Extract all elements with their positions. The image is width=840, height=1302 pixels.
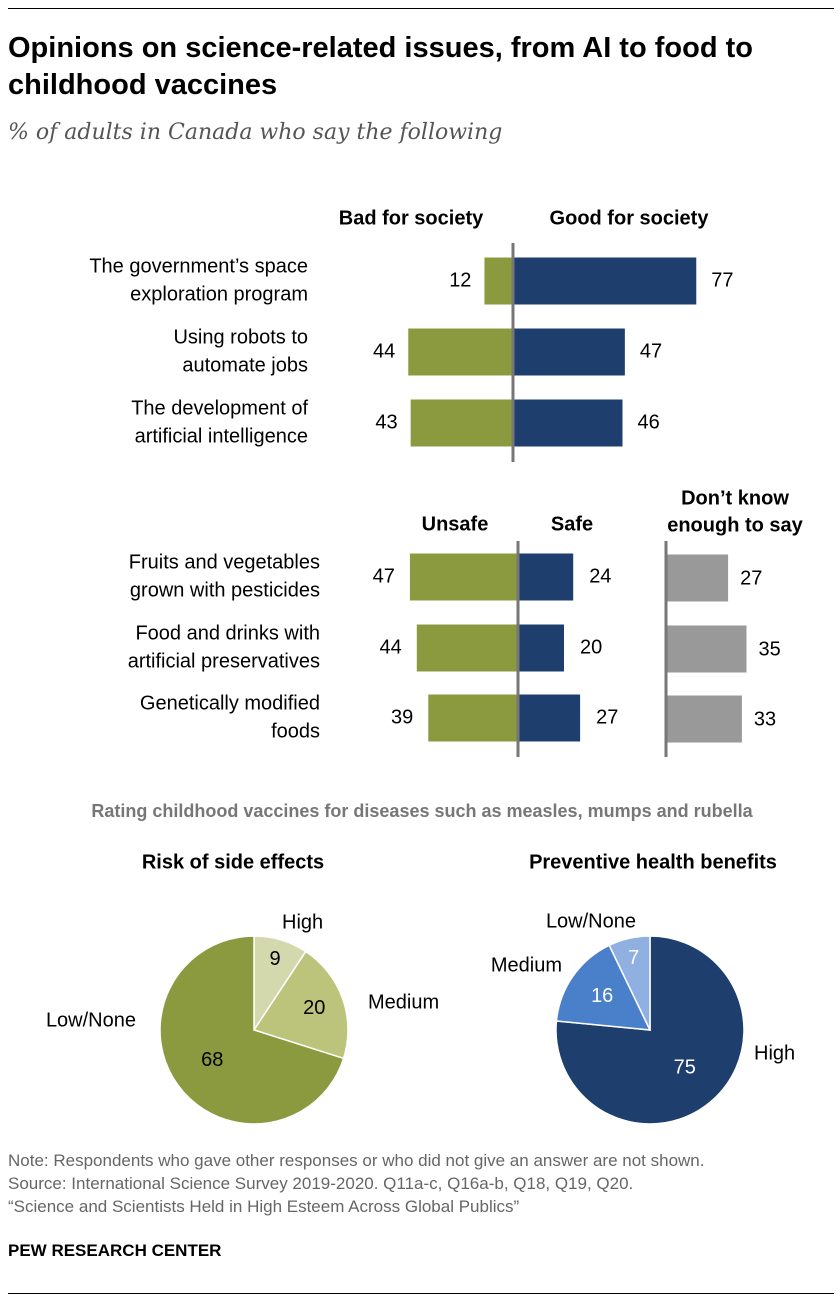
category-label: exploration program [130,283,308,305]
bar-bad [408,328,513,376]
category-label: Genetically modified [140,692,320,714]
header-unsafe: Unsafe [422,513,489,535]
bottom-rule [8,1293,834,1294]
bar-bad [410,399,513,447]
bar-unsafe [416,624,518,672]
pie-slice-label: High [754,1042,795,1064]
footer-source: Source: International Science Survey 201… [8,1174,634,1193]
bar-good [513,257,697,305]
bar-unsafe [428,694,518,742]
value-label-dont-know: 35 [759,638,781,660]
pie-value-label: 7 [628,947,639,969]
category-label: The government’s space [89,255,308,277]
header-dont-know: Don’t know [681,487,789,509]
pie-slice [159,935,345,1125]
category-label: artificial preservatives [128,650,320,672]
section-title: Rating childhood vaccines for diseases s… [91,801,753,821]
value-label-bad: 43 [375,411,397,433]
pie-slice-label: Medium [491,954,562,976]
top-rule [8,8,834,9]
header-safe: Safe [551,513,593,535]
category-label: artificial intelligence [135,425,308,447]
footer-note: Note: Respondents who gave other respons… [8,1151,705,1170]
bar-good [513,399,623,447]
value-label-bad: 44 [373,340,395,362]
value-label-dont-know: 33 [754,708,776,730]
category-label: Food and drinks with [135,622,320,644]
header-dont-know: enough to say [667,514,803,536]
pie-value-label: 20 [303,997,325,1019]
value-label-safe: 24 [589,565,611,587]
value-label-unsafe: 47 [373,565,395,587]
pie-slice-label: Low/None [46,1009,136,1031]
bar-dont-know [666,625,747,673]
category-label: Fruits and vegetables [129,551,320,573]
value-label-safe: 20 [580,636,602,658]
category-label: The development of [131,397,308,419]
category-label: Using robots to [173,326,308,348]
pie-title-benefits: Preventive health benefits [529,851,777,873]
pie-value-label: 68 [201,1049,223,1071]
bar-safe [518,694,581,742]
category-label: grown with pesticides [130,579,320,601]
value-label-unsafe: 39 [391,706,413,728]
bar-bad [484,257,513,305]
value-label-good: 47 [640,340,662,362]
pie-slice [555,935,745,1125]
pew-brand: PEW RESEARCH CENTER [8,1241,222,1260]
bar-dont-know [666,554,729,602]
value-label-bad: 12 [449,269,471,291]
chart-title: Opinions on science-related issues, from… [8,32,753,101]
bar-unsafe [409,553,518,601]
pie-value-label: 16 [591,985,613,1007]
value-label-unsafe: 44 [380,636,402,658]
value-label-safe: 27 [596,706,618,728]
pie-slice [608,935,651,1031]
pie-value-label: 9 [270,948,281,970]
chart-subtitle: % of adults in Canada who say the follow… [8,120,503,145]
bar-safe [518,624,564,672]
bar-dont-know [666,695,742,743]
bar-safe [518,553,574,601]
value-label-good: 46 [637,411,659,433]
pie-slice-label: High [282,911,323,933]
bar-good [513,328,625,376]
pie-title-risk: Risk of side effects [142,851,324,873]
footer: Note: Respondents who gave other respons… [8,1149,834,1218]
header-good-for-society: Good for society [550,207,710,229]
pie-slice [555,944,652,1031]
pie-slice-label: Medium [368,991,439,1013]
category-label: foods [271,720,320,742]
header-bad-for-society: Bad for society [339,207,484,229]
value-label-dont-know: 27 [740,567,762,589]
value-label-good: 77 [711,269,733,291]
category-label: automate jobs [182,354,308,376]
pie-slice [252,950,349,1060]
pie-value-label: 75 [674,1057,696,1079]
pie-slice-label: Low/None [546,910,636,932]
footer-report: “Science and Scientists Held in High Est… [8,1197,520,1216]
